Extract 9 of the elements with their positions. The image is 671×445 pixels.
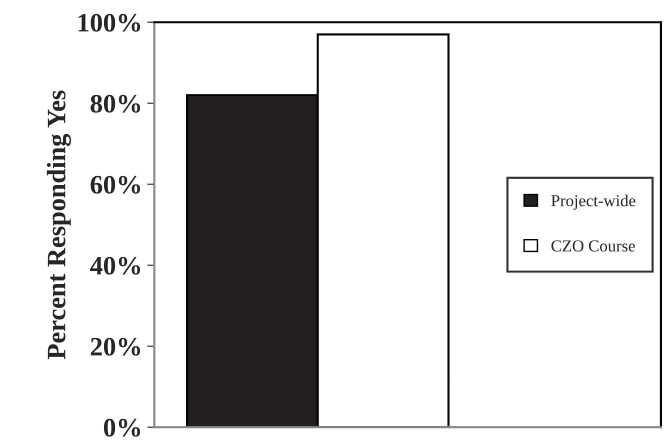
y-tick-label: 20%: [90, 338, 140, 356]
legend-label: CZO Course: [551, 240, 635, 252]
y-tick-label: 0%: [104, 418, 140, 437]
y-tick-label: 100%: [78, 14, 140, 32]
legend-label: Project-wide: [551, 194, 636, 210]
y-tick-label: 80%: [90, 94, 140, 113]
y-axis-title: Percent Responding Yes: [46, 90, 71, 360]
y-tick-label: 40%: [90, 256, 140, 275]
y-tick-label: 60%: [90, 176, 140, 194]
